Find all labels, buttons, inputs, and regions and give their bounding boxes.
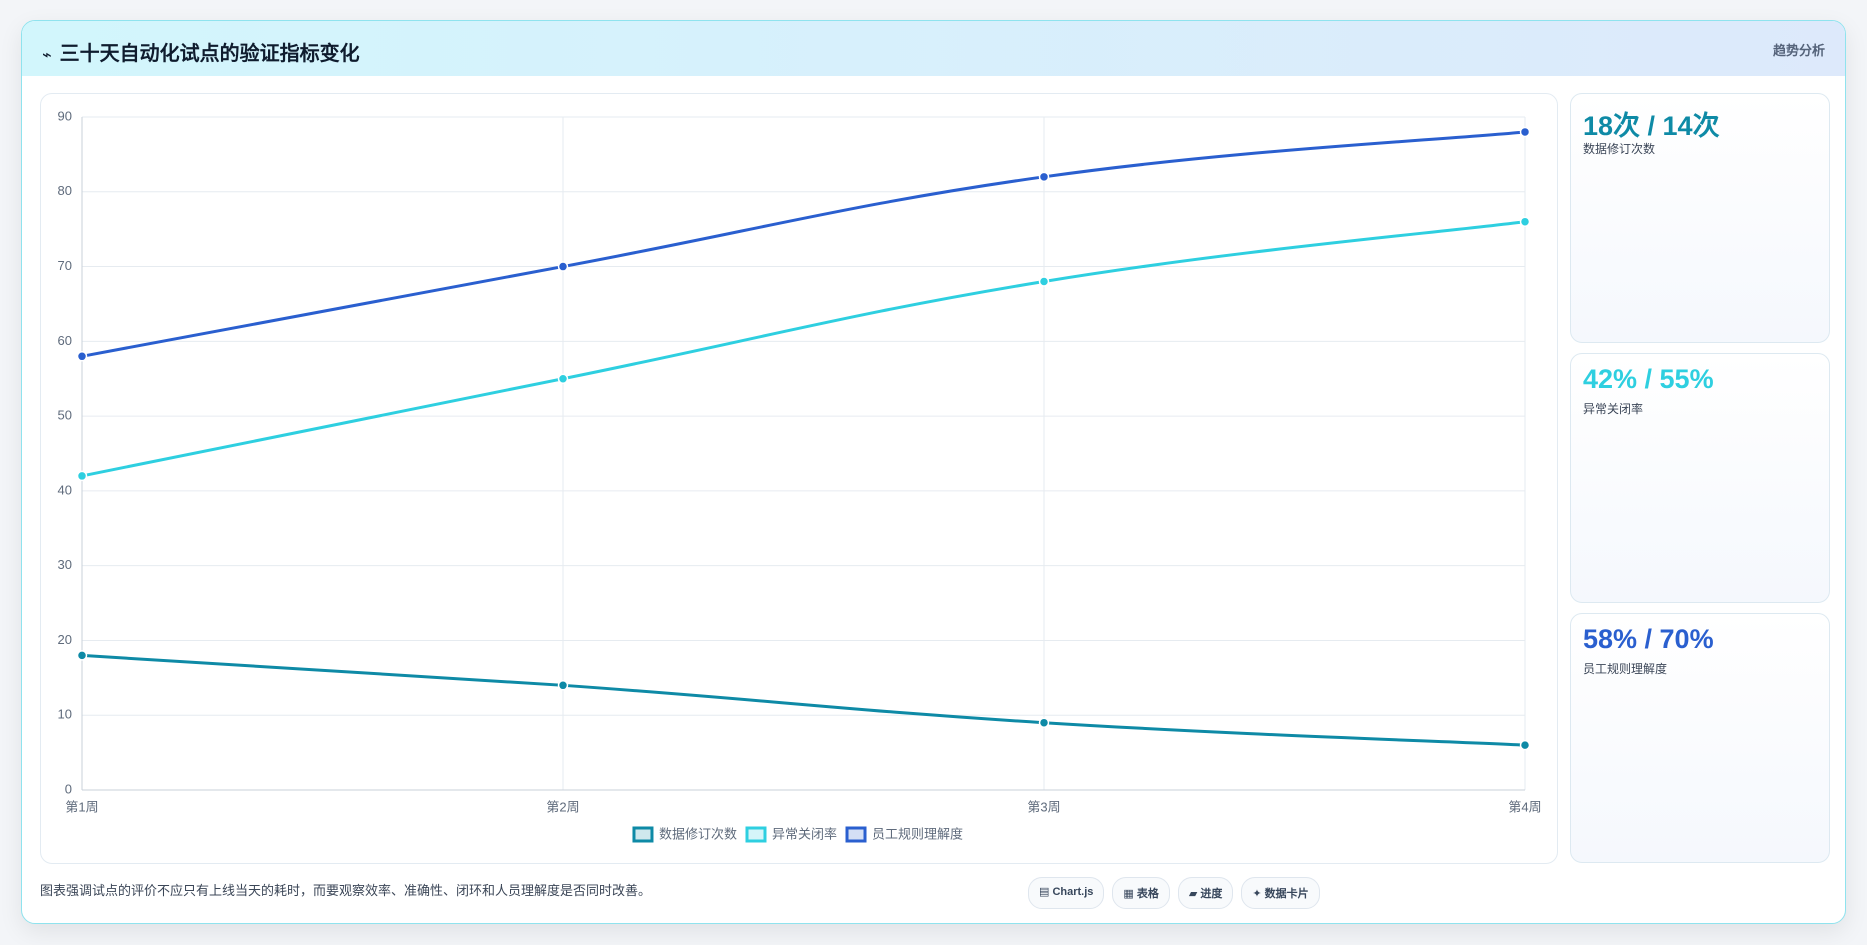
point xyxy=(1519,739,1531,751)
point xyxy=(557,261,569,272)
point xyxy=(76,351,88,362)
legend-label: 异常关闭率 xyxy=(772,826,837,841)
stat-card: 42% / 55% 异常关闭率 xyxy=(1570,353,1830,603)
stat-label: 异常关闭率 xyxy=(1583,402,1644,416)
line xyxy=(81,130,1526,358)
footer-buttons: ▤ Chart.js ▦ 表格 ▰ 进度 ✦ 数据卡片 xyxy=(1028,877,1320,909)
point xyxy=(1038,717,1050,728)
y-tick-label: 0 xyxy=(65,781,72,796)
point xyxy=(76,650,88,661)
point xyxy=(1519,126,1531,138)
footer-button[interactable]: ▤ Chart.js xyxy=(1028,877,1105,909)
header-tag: 趋势分析 xyxy=(1772,43,1825,58)
chart-panel: 0 10 20 30 40 50 60 70 80 90 第1周 第2周 第3周 第4周数据修订次数 异常关… xyxy=(40,93,1558,864)
footer-button[interactable]: ▦ 表格 xyxy=(1112,877,1170,909)
footer-button[interactable]: ▰ 进度 xyxy=(1177,877,1234,909)
legend-swatch xyxy=(745,826,767,843)
legend-label: 员工规则理解度 xyxy=(872,826,963,841)
y-tick-label: 80 xyxy=(58,183,72,198)
x-tick-label: 第1周 xyxy=(65,799,98,814)
y-tick-label: 40 xyxy=(58,482,72,497)
y-tick-label: 50 xyxy=(58,408,72,423)
stat-label: 员工规则理解度 xyxy=(1583,662,1668,676)
stat-label: 数据修订次数 xyxy=(1583,142,1656,156)
stat-card: 58% / 70% 员工规则理解度 xyxy=(1570,613,1830,863)
y-tick-label: 30 xyxy=(58,557,72,572)
legend-swatch xyxy=(845,826,867,843)
line xyxy=(81,653,1526,747)
point xyxy=(1038,171,1050,183)
y-tick-label: 60 xyxy=(58,333,72,348)
legend-swatch xyxy=(632,826,654,843)
point xyxy=(76,470,88,482)
y-tick-label: 20 xyxy=(58,632,72,647)
point xyxy=(1519,216,1531,227)
point xyxy=(557,373,569,384)
line xyxy=(81,220,1526,478)
footer-button[interactable]: ✦ 数据卡片 xyxy=(1241,877,1320,909)
stat-value: 42% / 55% xyxy=(1583,364,1714,394)
point xyxy=(1038,276,1050,287)
title: ⌁ 三十天自动化试点的验证指标变化 xyxy=(42,37,360,66)
stat-value: 58% / 70% xyxy=(1583,624,1714,654)
stat-value: 18次 / 14次 xyxy=(1583,111,1720,141)
header: ⌁ 三十天自动化试点的验证指标变化 趋势分析 xyxy=(22,21,1845,76)
y-tick-label: 70 xyxy=(58,258,72,273)
point xyxy=(557,680,569,691)
header-icon: ⌁ xyxy=(42,47,52,64)
x-tick-label: 第3周 xyxy=(1027,799,1060,814)
card: ⌁ 三十天自动化试点的验证指标变化 趋势分析 0 10 20 30 40 50 60 70 80 9… xyxy=(21,20,1846,924)
y-tick-label: 90 xyxy=(58,108,72,123)
title-text: 三十天自动化试点的验证指标变化 xyxy=(59,43,360,65)
stat-card: 18次 / 14次 数据修订次数 xyxy=(1570,93,1830,343)
footer-note: 图表强调试点的评价不应只有上线当天的耗时，而要观察效率、准确性、闭环和人员理解度… xyxy=(40,883,652,898)
y-tick-label: 10 xyxy=(58,707,72,722)
legend-label: 数据修订次数 xyxy=(659,826,737,841)
x-tick-label: 第2周 xyxy=(546,799,579,814)
legend: 数据修订次数 异常关闭率 员工规则理解度 xyxy=(632,826,963,843)
x-tick-label: 第4周 xyxy=(1508,799,1541,814)
